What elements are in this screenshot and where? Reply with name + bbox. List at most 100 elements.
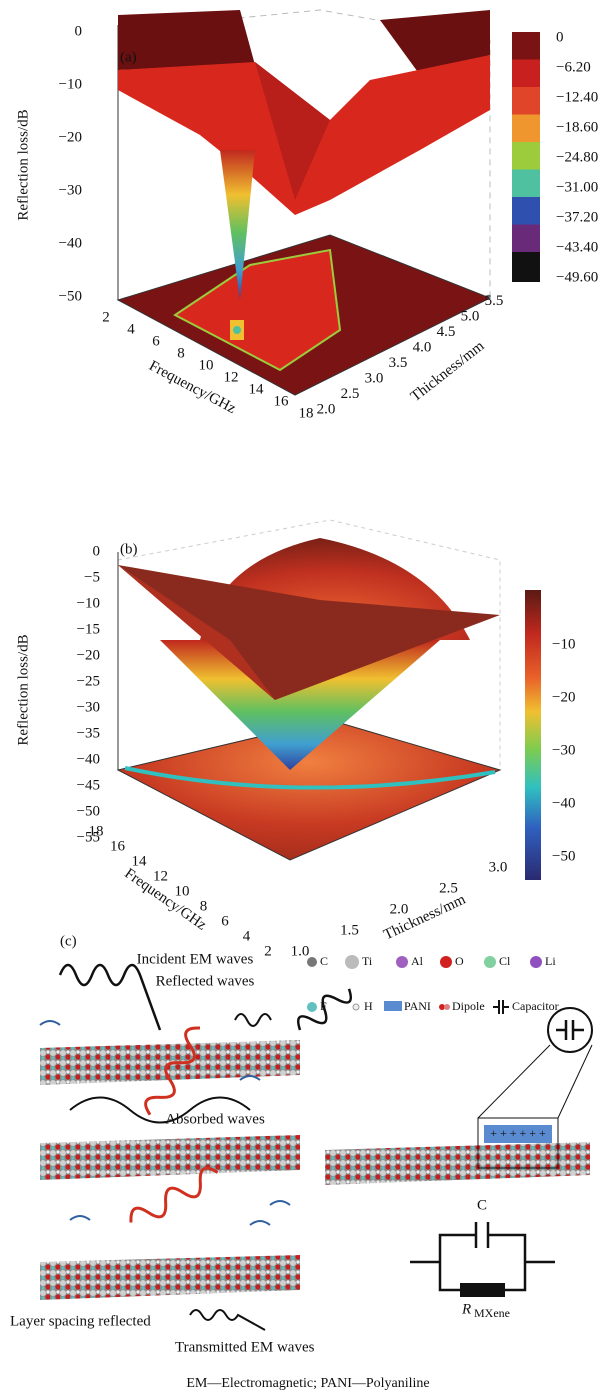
panel-c-drawing-shape — [530, 956, 542, 968]
x-tick-label: 4 — [127, 321, 135, 337]
panel-a-plot-shape — [233, 326, 241, 334]
z-tick-label: −25 — [77, 673, 100, 689]
legend-label: Capacitor — [512, 999, 559, 1013]
annotation: Absorbed waves — [165, 1111, 265, 1127]
z-tick-label: −35 — [77, 725, 100, 741]
x-tick-label: 14 — [249, 381, 265, 397]
panel-a-plot-shape — [118, 10, 255, 70]
panel-c-drawing-shape — [353, 1004, 359, 1010]
legend-label: F — [320, 999, 327, 1013]
z-tick-label: −30 — [59, 182, 82, 198]
axis-title: Frequency/GHz — [146, 358, 238, 417]
colorbar-label: −18.60 — [556, 119, 598, 135]
legend-label: Ti — [362, 954, 373, 968]
z-tick-label: −40 — [59, 235, 82, 251]
panel-label: (b) — [120, 541, 138, 557]
panel-c-drawing-shape — [40, 1255, 300, 1300]
panel-c-drawing-shape — [235, 1014, 271, 1026]
x-tick-label: 8 — [200, 898, 208, 914]
panel-c-drawing-shape — [460, 1283, 505, 1297]
panel-label: (a) — [120, 49, 137, 65]
panel-c-drawing-shape — [493, 1000, 509, 1014]
colorbar-label: −24.80 — [556, 149, 598, 165]
x-tick-label: 6 — [221, 913, 229, 929]
annotation: Layer spacing reflected — [10, 1313, 151, 1329]
panel-c-drawing-shape — [410, 1222, 555, 1290]
annotation: Reflected waves — [156, 973, 255, 989]
z-tick-label: −45 — [77, 777, 100, 793]
panel-c-drawing-shape — [40, 1135, 300, 1180]
colorbar-label: −31.00 — [556, 179, 598, 195]
colorbar-label: −40 — [552, 795, 575, 811]
z-tick-label: −10 — [77, 595, 100, 611]
z-tick-label: −20 — [59, 129, 82, 145]
colorbar-label: −43.40 — [556, 239, 598, 255]
z-tick-label: −5 — [84, 569, 100, 585]
y-tick-label: 4.0 — [413, 339, 432, 355]
annotation: Incident EM waves — [137, 951, 254, 967]
legend-label: Cl — [499, 954, 511, 968]
panel-c-drawing-shape — [478, 1045, 550, 1118]
annotation: Transmitted EM waves — [175, 1339, 315, 1355]
circuit-label: C — [477, 1197, 487, 1213]
z-tick-label: −50 — [77, 803, 100, 819]
panel-c-drawing-shape: + + + + + + — [490, 1126, 546, 1140]
z-tick-label: 0 — [93, 543, 101, 559]
x-tick-label: 16 — [110, 838, 126, 854]
figure: + + + + + + (a) Reflection loss/dB 0 −10 −20… — [0, 0, 616, 1399]
panel-c-drawing-shape — [190, 1310, 265, 1330]
z-tick-label: −10 — [59, 76, 82, 92]
colorbar-label: −10 — [552, 636, 575, 652]
x-tick-label: 10 — [199, 357, 214, 373]
panel-c-drawing-shape — [548, 1008, 592, 1052]
y-tick-label: 2.0 — [390, 901, 409, 917]
panel-a-plot — [118, 10, 490, 395]
axis-title: Reflection loss/dB — [15, 634, 31, 745]
colorbar-label: −30 — [552, 742, 575, 758]
colorbar-b — [525, 590, 541, 880]
x-tick-label: 18 — [89, 823, 104, 839]
colorbar-label: −20 — [552, 689, 575, 705]
x-tick-label: 12 — [224, 369, 239, 385]
colorbar-label: 0 — [556, 29, 564, 45]
panel-c-drawing-shape — [60, 965, 160, 1030]
panel-c-drawing-shape — [307, 1002, 317, 1012]
axis-title: Reflection loss/dB — [15, 109, 31, 220]
legend-label: Dipole — [452, 999, 485, 1013]
y-tick-label: 5.5 — [485, 293, 504, 309]
x-tick-label: 16 — [274, 393, 290, 409]
x-tick-label: 6 — [152, 333, 160, 349]
z-tick-label: 0 — [75, 23, 83, 39]
legend-label: C — [320, 954, 328, 968]
legend-label: Al — [411, 954, 424, 968]
caption: EM—Electromagnetic; PANI—Polyaniline — [186, 1376, 429, 1391]
y-tick-label: 3.0 — [489, 859, 508, 875]
z-tick-label: −15 — [77, 621, 100, 637]
z-tick-label: −50 — [59, 288, 82, 304]
panel-c-drawing-shape — [558, 1045, 592, 1118]
x-tick-label: 4 — [243, 928, 251, 944]
legend-label: PANI — [404, 999, 431, 1013]
y-tick-label: 5.0 — [461, 308, 480, 324]
colorbar-label: −12.40 — [556, 89, 598, 105]
x-tick-label: 18 — [299, 405, 314, 421]
z-tick-label: −40 — [77, 751, 100, 767]
circuit-label: R — [461, 1301, 471, 1317]
legend-label: H — [364, 999, 373, 1013]
y-tick-label: 2.5 — [341, 386, 360, 402]
panel-c-drawing-shape — [325, 1142, 590, 1185]
panel-c-drawing: + + + + + + — [40, 955, 592, 1330]
panel-c-drawing-shape — [444, 1004, 450, 1010]
panel-c-drawing-shape — [345, 955, 359, 969]
x-tick-label: 2 — [264, 943, 272, 959]
colorbar-label: −6.20 — [556, 59, 591, 75]
colorbar-label: −49.60 — [556, 269, 598, 285]
z-tick-label: −30 — [77, 699, 100, 715]
y-tick-label: 4.5 — [437, 324, 456, 340]
colorbar-label: −50 — [552, 848, 575, 864]
y-tick-label: 3.0 — [365, 370, 384, 386]
x-tick-label: 8 — [177, 345, 185, 361]
legend-label: O — [455, 954, 464, 968]
panel-label: (c) — [60, 933, 77, 949]
circuit-subscript: MXene — [474, 1306, 510, 1320]
